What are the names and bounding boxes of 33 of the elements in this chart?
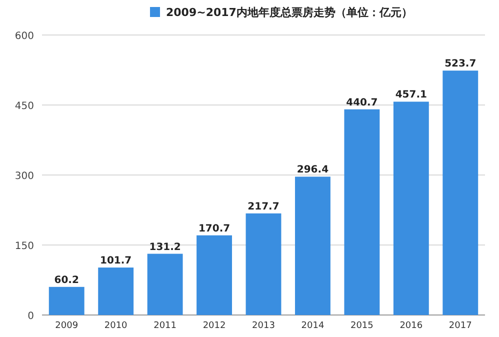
y-tick-label: 150: [14, 241, 34, 252]
bar: [393, 102, 429, 315]
y-tick-label: 600: [14, 31, 34, 42]
data-label: 523.7: [444, 58, 476, 70]
bar: [98, 268, 134, 315]
x-tick-label: 2015: [350, 321, 374, 331]
data-label: 440.7: [346, 97, 378, 108]
data-label: 101.7: [100, 256, 132, 267]
x-tick-label: 2017: [448, 321, 472, 331]
x-tick-label: 2011: [154, 321, 177, 331]
bar: [196, 235, 232, 315]
bar: [344, 109, 380, 315]
data-label: 131.2: [149, 242, 181, 253]
x-tick-label: 2014: [301, 321, 324, 331]
data-label: 217.7: [248, 201, 280, 212]
x-tick-label: 2009: [55, 321, 78, 331]
data-label: 457.1: [395, 90, 428, 101]
x-tick-label: 2013: [252, 321, 275, 331]
x-tick-label: 2016: [400, 321, 423, 331]
data-label: 60.2: [54, 274, 79, 286]
bar: [442, 70, 478, 315]
data-label: 170.7: [198, 223, 230, 234]
legend-label: 2009~2017内地年度总票房走势（单位：亿元）: [166, 6, 412, 19]
x-tick-label: 2010: [104, 321, 128, 331]
bar: [295, 176, 330, 315]
bar: [48, 286, 84, 315]
y-tick-label: 300: [14, 171, 34, 182]
data-label: 296.4: [296, 164, 329, 176]
y-tick-label: 450: [14, 101, 34, 112]
y-tick-label: 0: [28, 311, 34, 322]
bar: [246, 213, 282, 315]
x-tick-label: 2012: [202, 321, 226, 331]
bar: [147, 254, 183, 315]
